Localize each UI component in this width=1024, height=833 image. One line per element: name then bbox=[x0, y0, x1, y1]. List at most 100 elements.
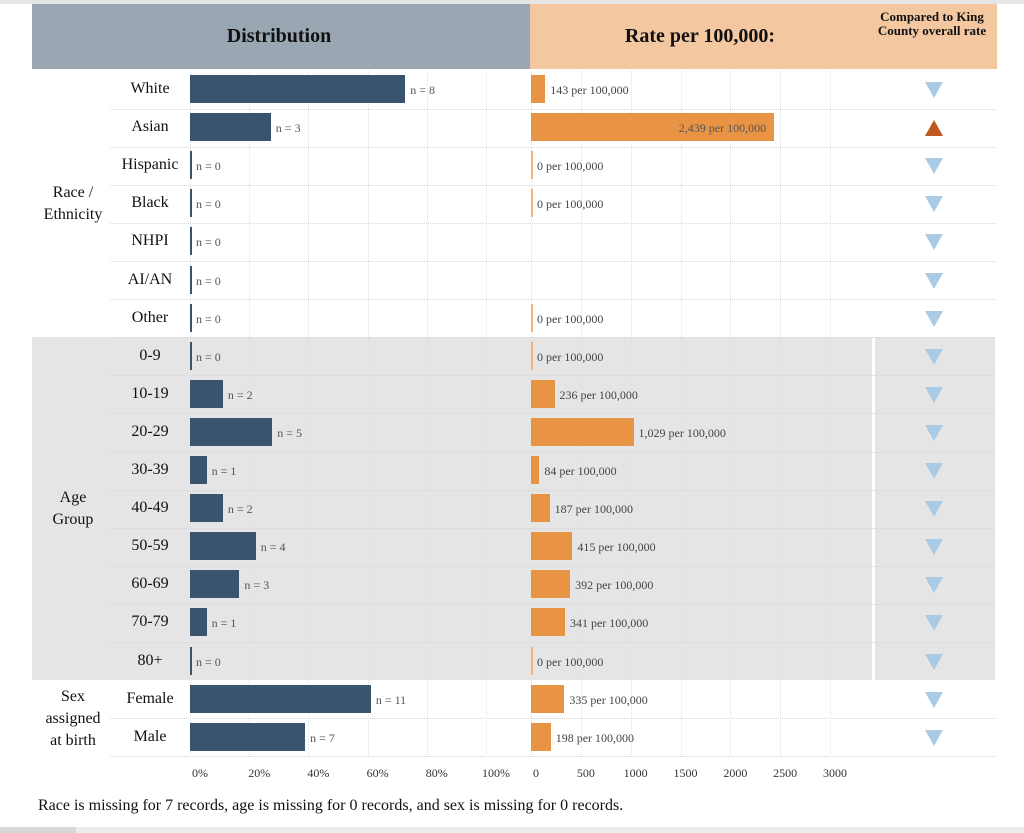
category-label: 80+ bbox=[137, 651, 163, 669]
lower-than-county-icon bbox=[925, 158, 943, 175]
row-divider bbox=[110, 375, 995, 377]
category-label: Black bbox=[131, 194, 169, 212]
group-label-line: Race / bbox=[52, 184, 94, 202]
row-divider bbox=[110, 451, 995, 453]
distribution-n-label: n = 2 bbox=[227, 502, 253, 517]
rate-value-label: 0 per 100,000 bbox=[537, 311, 604, 326]
distribution-n-label: n = 4 bbox=[260, 540, 286, 555]
group-label-line: Sex bbox=[61, 687, 85, 705]
rate-header: Rate per 100,000: Compared to King Count… bbox=[530, 4, 997, 69]
rate-bar bbox=[531, 722, 551, 751]
row-divider bbox=[110, 489, 995, 491]
group-label: Sex assigned at birth bbox=[32, 686, 114, 752]
distribution-bar bbox=[190, 722, 306, 751]
category-label: 60-69 bbox=[131, 575, 169, 593]
rate-bar bbox=[531, 646, 533, 675]
lower-than-county-icon bbox=[925, 729, 943, 746]
rate-bar bbox=[531, 494, 550, 523]
distribution-axis-tick: 100% bbox=[482, 766, 510, 780]
rate-axis-tick: 3000 bbox=[823, 766, 847, 780]
category-label: 10-19 bbox=[131, 384, 169, 402]
distribution-n-label: n = 11 bbox=[375, 692, 407, 707]
distribution-n-label: n = 5 bbox=[277, 425, 303, 440]
row-divider bbox=[110, 261, 995, 262]
footnote: Race is missing for 7 records, age is mi… bbox=[38, 797, 624, 814]
row-divider bbox=[110, 108, 995, 110]
row-divider bbox=[110, 146, 995, 148]
rate-axis-tick: 1000 bbox=[623, 766, 648, 780]
category-label: Other bbox=[131, 308, 169, 326]
rate-bar bbox=[531, 189, 533, 218]
distribution-bar bbox=[190, 570, 240, 599]
distribution-n-label: n = 0 bbox=[196, 654, 221, 669]
row-divider bbox=[110, 642, 995, 643]
rate-value-label: 236 per 100,000 bbox=[559, 387, 638, 402]
lower-than-county-icon bbox=[925, 615, 943, 632]
distribution-axis-tick: 20% bbox=[248, 766, 271, 780]
distribution-n-label: n = 1 bbox=[211, 464, 237, 478]
higher-than-county-icon bbox=[925, 120, 943, 137]
rate-axis-tick: 500 bbox=[576, 766, 595, 780]
category-label: AI/AN bbox=[127, 270, 173, 288]
row-divider bbox=[110, 299, 995, 301]
row-divider bbox=[110, 184, 995, 186]
rate-bar bbox=[531, 113, 775, 142]
distribution-bar bbox=[190, 75, 406, 103]
distribution-n-label: n = 2 bbox=[227, 387, 253, 402]
compare-title: Compared to King County overall rate bbox=[877, 9, 987, 38]
category-label: NHPI bbox=[131, 232, 169, 250]
rate-bar bbox=[531, 75, 546, 103]
rate-value-label: 1,029 per 100,000 bbox=[638, 425, 726, 440]
rate-value-label: 84 per 100,000 bbox=[544, 464, 617, 478]
rate-title: Rate per 100,000: bbox=[624, 25, 776, 47]
row-divider bbox=[110, 565, 995, 567]
lower-than-county-icon bbox=[925, 653, 943, 670]
lower-than-county-icon bbox=[925, 539, 943, 556]
rate-value-label: 0 per 100,000 bbox=[537, 197, 604, 212]
category-label: Male bbox=[133, 727, 167, 745]
rate-bar bbox=[531, 341, 533, 370]
category-label: White bbox=[130, 80, 170, 97]
distribution-bar bbox=[190, 341, 192, 370]
lower-than-county-icon bbox=[925, 463, 943, 479]
distribution-bar bbox=[190, 189, 192, 218]
distribution-n-label: n = 3 bbox=[275, 121, 301, 136]
distribution-n-label: n = 0 bbox=[196, 311, 221, 326]
lower-than-county-icon bbox=[925, 272, 943, 289]
rate-axis-tick: 0 bbox=[533, 766, 539, 780]
group-label-line: Ethnicity bbox=[43, 206, 103, 224]
group-label: Race / Ethnicity bbox=[32, 182, 114, 226]
rate-bar bbox=[531, 684, 565, 713]
rate-bar bbox=[531, 456, 540, 484]
row-divider bbox=[110, 337, 995, 339]
rate-value-label: 187 per 100,000 bbox=[554, 502, 633, 517]
distribution-bar bbox=[190, 684, 371, 713]
distribution-title: Distribution bbox=[226, 25, 332, 47]
lower-than-county-icon bbox=[925, 234, 943, 251]
lower-than-county-icon bbox=[925, 691, 943, 708]
distribution-n-label: n = 0 bbox=[196, 349, 221, 364]
rate-axis-tick: 2000 bbox=[723, 766, 748, 780]
rate-bar bbox=[531, 608, 565, 637]
row-divider bbox=[110, 527, 995, 529]
rate-value-label: 335 per 100,000 bbox=[569, 692, 648, 707]
row-divider bbox=[110, 756, 995, 758]
category-label: Female bbox=[126, 689, 174, 707]
distribution-bar bbox=[190, 113, 271, 142]
distribution-bar bbox=[190, 608, 207, 637]
group-label-line: Group bbox=[52, 511, 94, 529]
bottom-strip bbox=[0, 827, 1024, 833]
row-divider bbox=[110, 222, 995, 224]
distribution-bar bbox=[190, 265, 192, 294]
rate-bar bbox=[531, 379, 555, 408]
distribution-n-label: n = 0 bbox=[196, 235, 221, 250]
distribution-n-label: n = 8 bbox=[410, 83, 435, 97]
lower-than-county-icon bbox=[925, 348, 943, 365]
distribution-bar bbox=[190, 417, 273, 446]
rate-bar bbox=[531, 303, 533, 332]
distribution-n-label: n = 1 bbox=[211, 616, 237, 631]
rate-bar bbox=[531, 570, 571, 599]
lower-than-county-icon bbox=[925, 424, 943, 441]
group-label-line: at birth bbox=[50, 731, 96, 749]
group-label-line: assigned bbox=[45, 709, 101, 727]
